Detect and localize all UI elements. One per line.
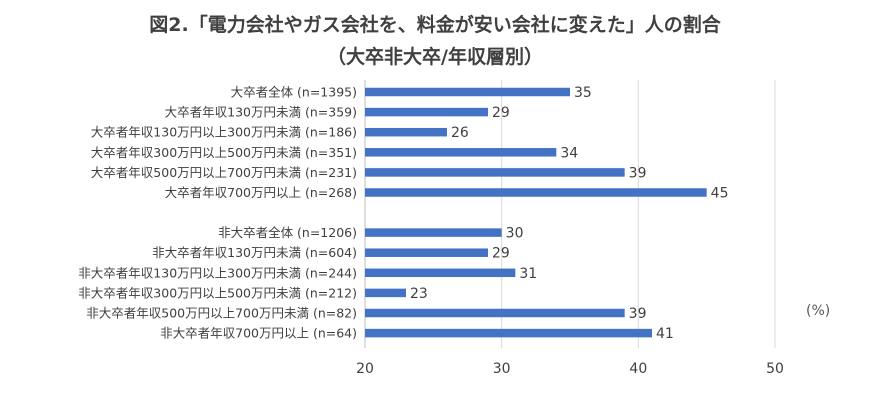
- category-label: 大卒者年収130万円未満 (n=359): [165, 105, 357, 120]
- data-label: 23: [410, 286, 428, 302]
- category-label: 非大卒者年収300万円以上500万円未満 (n=212): [78, 285, 357, 300]
- data-label: 41: [656, 326, 674, 342]
- data-label: 29: [492, 246, 510, 262]
- data-label: 26: [451, 125, 469, 141]
- category-label: 非大卒者全体 (n=1206): [218, 225, 357, 240]
- data-label: 31: [519, 266, 537, 282]
- category-label: 大卒者年収300万円以上500万円未満 (n=351): [91, 145, 357, 160]
- bar: [365, 268, 516, 278]
- data-label: 39: [629, 165, 647, 181]
- bar: [365, 107, 488, 117]
- data-label: 29: [492, 105, 510, 121]
- bar: [365, 87, 570, 97]
- category-label: 大卒者全体 (n=1395): [231, 85, 357, 100]
- data-label: 34: [560, 145, 578, 161]
- category-label: 大卒者年収700万円以上 (n=268): [165, 185, 357, 200]
- tick-label: 20: [356, 361, 374, 377]
- bar: [365, 228, 502, 237]
- bar: [365, 168, 625, 177]
- data-label: 45: [711, 186, 729, 202]
- tick-label: 50: [766, 361, 784, 377]
- bar: [365, 127, 447, 137]
- bar: [365, 288, 406, 298]
- tick-label: 40: [629, 361, 647, 377]
- category-label: 非大卒者年収130万円未満 (n=604): [152, 245, 357, 260]
- category-label: 大卒者年収500万円以上700万円未満 (n=231): [91, 165, 357, 180]
- data-label: 35: [574, 85, 592, 101]
- tick-label: 30: [493, 361, 511, 377]
- bar: [365, 328, 652, 338]
- unit-label: (%): [806, 303, 831, 319]
- category-label: 非大卒者年収700万円以上 (n=64): [160, 326, 357, 341]
- category-label: 大卒者年収130万円以上300万円未満 (n=186): [91, 125, 357, 140]
- data-label: 39: [629, 306, 647, 322]
- bar: [365, 248, 488, 257]
- data-label: 30: [506, 226, 524, 242]
- bar: [365, 148, 557, 157]
- category-label: 非大卒者年収130万円以上300万円未満 (n=244): [78, 265, 357, 280]
- bar: [365, 308, 625, 318]
- bar: [365, 188, 707, 197]
- chart-title: 図2.「電力会社やガス会社を、料金が安い会社に変えた」人の割合: [149, 14, 721, 36]
- chart-subtitle: （大卒非大卒/年収層別）: [327, 46, 543, 68]
- category-label: 非大卒者年収500万円以上700万円未満 (n=82): [86, 306, 357, 321]
